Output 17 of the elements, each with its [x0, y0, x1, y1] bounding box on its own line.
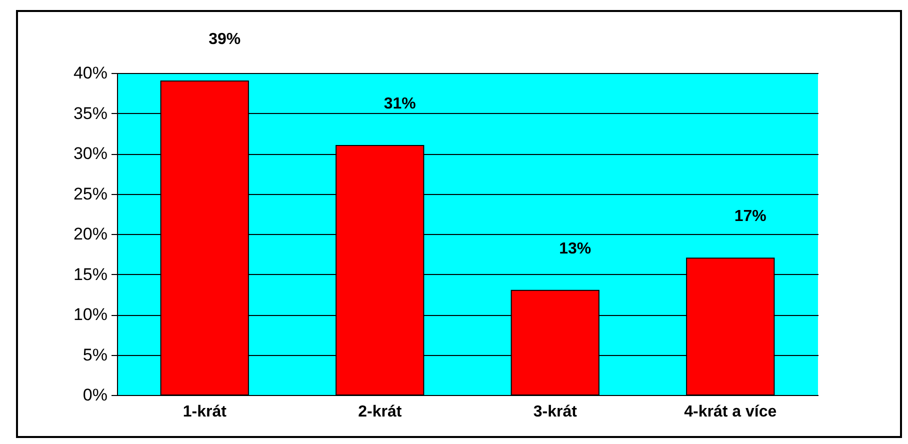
x-tick-label: 2-krát	[358, 404, 402, 420]
y-tick-label: 30%	[73, 144, 108, 163]
y-tick-label: 15%	[73, 264, 108, 284]
data-label: 17%	[734, 208, 766, 226]
y-tick-label: 10%	[73, 305, 108, 324]
y-tick-label: 20%	[73, 224, 108, 244]
y-tick-label: 40%	[73, 64, 108, 82]
x-tick-label: 4-krát a více	[684, 404, 777, 420]
y-tick-label: 35%	[73, 104, 108, 123]
x-tick-label: 1-krát	[182, 404, 228, 420]
y-tick-label: 0%	[82, 386, 108, 404]
y-tick-label: 5%	[82, 345, 108, 364]
y-tick-label: 25%	[73, 184, 108, 204]
data-label: 13%	[559, 240, 592, 258]
data-label: 31%	[384, 95, 416, 112]
data-label: 39%	[208, 31, 241, 48]
x-tick-label: 3-krát	[533, 404, 578, 420]
